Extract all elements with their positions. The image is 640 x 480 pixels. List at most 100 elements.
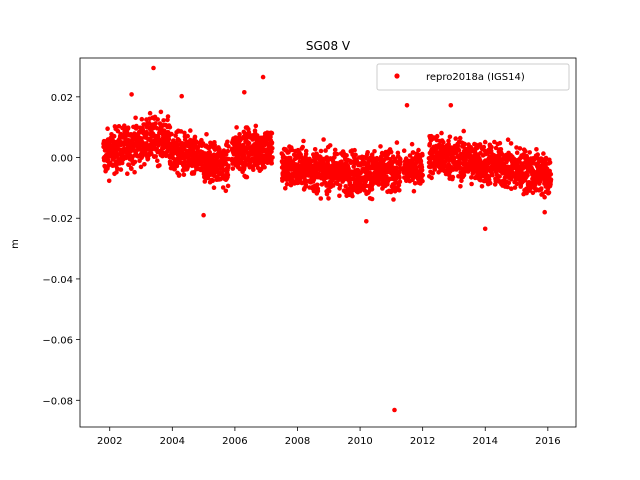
data-point [512,185,518,190]
x-tick-label: 2010 [347,436,372,447]
data-point [181,172,187,177]
data-point [269,130,275,136]
x-tick-label: 2002 [97,436,122,447]
data-point [185,133,190,139]
data-point [129,166,134,171]
y-tick-label: −0.08 [42,396,73,407]
data-point [527,150,532,155]
data-point [237,132,242,137]
data-point [330,183,336,188]
data-point [155,117,160,122]
data-point [337,193,342,199]
data-point [177,172,182,177]
data-point [392,407,397,413]
data-point [350,188,356,193]
data-point [343,184,349,189]
data-point [269,160,275,166]
data-point [138,164,144,170]
data-point [489,144,494,150]
data-point [542,209,547,215]
x-tick-label: 2016 [535,436,560,447]
data-point [459,178,464,184]
data-point [303,148,309,154]
data-point [450,174,456,180]
data-point [246,140,252,146]
data-point [139,136,144,141]
data-point [157,163,162,168]
data-point [327,143,333,148]
data-point [434,133,440,139]
data-point [446,141,452,147]
data-point [220,185,226,190]
data-point [147,120,152,126]
data-point [397,188,402,193]
data-point [419,167,425,173]
data-point [151,65,156,71]
data-point [172,167,177,172]
data-point [165,117,170,123]
data-point [132,169,137,175]
data-point [401,148,407,153]
x-tick-label: 2008 [285,436,310,447]
data-point [326,196,331,201]
data-point [427,141,433,147]
data-point [291,152,297,157]
data-point [508,177,514,182]
data-point [283,186,288,191]
plot-frame [79,57,577,428]
data-point [391,197,396,202]
data-point [468,153,474,159]
data-point [225,148,231,154]
data-point [149,151,154,156]
data-point [420,178,425,184]
data-point [369,196,375,202]
data-point [326,188,332,194]
data-point [490,172,495,178]
data-point [230,166,236,171]
data-point [133,115,138,121]
data-point [153,154,158,159]
data-point [447,134,453,140]
data-point [514,181,520,187]
data-point [412,181,418,186]
data-point [153,121,158,126]
data-point [332,155,337,160]
data-point [397,175,402,180]
data-point [288,155,293,161]
data-point [548,182,553,187]
data-point [126,162,132,168]
data-point [188,128,193,133]
data-point [318,196,324,201]
data-point [268,134,273,140]
data-point [450,167,456,172]
data-point [258,166,264,172]
data-point [346,166,351,171]
data-point [429,175,434,181]
data-point [134,123,139,129]
data-point [535,152,540,157]
data-point [204,132,209,137]
data-point [147,110,153,116]
data-point [300,144,306,150]
data-point [369,187,375,192]
data-point [234,125,239,130]
data-point [523,148,528,154]
data-point [226,163,231,168]
data-point [260,74,266,80]
data-point [456,148,462,153]
data-point [144,129,149,135]
data-point [269,140,275,146]
data-point [461,173,467,178]
data-point [497,174,502,179]
data-point [118,167,124,172]
data-point [539,186,544,191]
data-point [506,180,512,186]
data-point [251,167,256,172]
data-point [165,114,171,119]
x-tick-label: 2014 [473,436,498,447]
data-point [142,162,147,167]
data-point [251,135,257,141]
y-tick-label: 0.02 [51,93,73,104]
data-point [447,172,452,178]
